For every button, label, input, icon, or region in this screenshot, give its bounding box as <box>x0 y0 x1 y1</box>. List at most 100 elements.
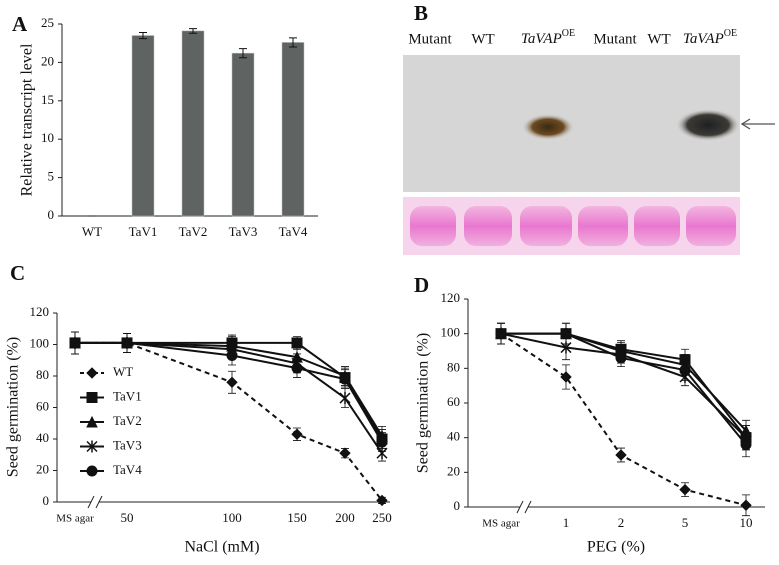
marker <box>679 483 691 496</box>
legend-marker <box>86 367 98 379</box>
marker <box>291 337 303 349</box>
x-tick-label: TaV3 <box>229 224 258 239</box>
y-tick-label: 0 <box>48 207 55 222</box>
x-tick-label: 250 <box>372 510 392 525</box>
y-tick-label: 0 <box>454 498 461 513</box>
superscript: OE <box>724 28 737 39</box>
superscript: OE <box>562 28 575 39</box>
marker <box>495 328 507 340</box>
x-tick-label: 2 <box>618 515 625 530</box>
marker <box>679 364 691 376</box>
marker <box>740 499 752 511</box>
lane-label: Mutant <box>408 31 452 47</box>
error-bar <box>239 48 247 59</box>
legend-label: WT <box>113 364 133 379</box>
stain-lanes <box>410 206 736 246</box>
axis-break <box>516 500 524 514</box>
x-tick-label: TaV4 <box>279 224 308 239</box>
legend-label: TaV1 <box>113 388 142 403</box>
marker <box>376 494 388 507</box>
x-tick-label: MS agar <box>56 513 94 525</box>
x-tick-label: 100 <box>222 510 242 525</box>
x-tick-label: MS agar <box>482 518 520 530</box>
marker <box>339 373 351 385</box>
marker <box>339 447 351 459</box>
panel-label: B <box>414 1 428 25</box>
marker <box>291 428 303 440</box>
panel-label: C <box>10 261 25 285</box>
marker <box>226 350 238 362</box>
x-tick-label: WT <box>82 224 102 239</box>
marker <box>376 436 388 448</box>
y-axis-label: Seed germination (%) <box>5 337 22 477</box>
bar <box>181 30 205 217</box>
bar <box>231 52 255 217</box>
marker <box>740 439 752 451</box>
series-line <box>75 341 383 443</box>
lane-label: TaVAPOE <box>683 28 737 47</box>
arrow-head <box>740 118 751 130</box>
blot-band <box>676 109 740 141</box>
error-bar <box>189 28 197 34</box>
y-tick-label: 5 <box>48 169 55 184</box>
y-tick-label: 100 <box>441 325 461 340</box>
x-tick-label: 10 <box>740 515 753 530</box>
x-tick-label: 150 <box>287 510 307 525</box>
panel-label: D <box>414 273 429 297</box>
y-tick-label: 20 <box>36 461 49 476</box>
y-tick-label: 40 <box>447 429 460 444</box>
y-tick-label: 20 <box>41 53 54 68</box>
axis-break <box>95 495 103 509</box>
lane-label: TaVAPOE <box>521 28 575 47</box>
bar <box>131 35 155 217</box>
x-tick-label: TaV1 <box>129 224 158 239</box>
y-tick-label: 80 <box>36 367 49 382</box>
y-tick-label: 40 <box>36 430 49 445</box>
legend-label: TaV4 <box>113 462 142 477</box>
legend-label: TaV2 <box>113 413 142 428</box>
x-tick-label: TaV2 <box>179 224 208 239</box>
panel-label: A <box>12 12 28 36</box>
gene-name: TaVAP <box>683 31 724 47</box>
legend-marker <box>86 465 98 477</box>
y-tick-label: 60 <box>36 398 49 413</box>
y-tick-label: 0 <box>43 493 50 508</box>
bar <box>281 42 305 217</box>
series-line <box>75 341 383 502</box>
axis-break <box>87 495 95 509</box>
x-axis-label: NaCl (mM) <box>184 539 259 556</box>
y-axis-label: Relative transcript level <box>19 43 36 196</box>
y-axis-label: Seed germination (%) <box>415 333 432 473</box>
gene-name: TaVAP <box>521 31 562 47</box>
legend-marker <box>86 415 98 428</box>
x-tick-label: 1 <box>563 515 570 530</box>
marker <box>615 449 627 461</box>
marker <box>226 376 238 389</box>
marker <box>615 352 627 364</box>
marker <box>121 337 133 349</box>
y-tick-label: 10 <box>41 130 54 145</box>
legend-marker <box>86 392 98 403</box>
marker <box>560 371 572 383</box>
blot-band <box>522 114 574 140</box>
marker <box>69 337 81 349</box>
y-tick-label: 80 <box>447 359 460 374</box>
axis-break <box>524 500 532 514</box>
x-tick-label: 50 <box>121 510 134 525</box>
y-tick-label: 25 <box>41 15 54 30</box>
marker <box>339 392 351 405</box>
lane-label: WT <box>471 31 494 47</box>
y-tick-label: 120 <box>441 290 461 305</box>
x-tick-label: 5 <box>682 515 689 530</box>
lane-label: Mutant <box>593 31 637 47</box>
marker <box>560 328 572 340</box>
lane-label: WT <box>647 31 670 47</box>
x-axis-label: PEG (%) <box>587 539 645 556</box>
marker <box>291 362 303 374</box>
error-bar <box>289 37 297 48</box>
y-tick-label: 20 <box>447 463 460 478</box>
y-tick-label: 100 <box>30 335 50 350</box>
y-tick-label: 60 <box>447 394 460 409</box>
y-tick-label: 120 <box>30 304 50 319</box>
